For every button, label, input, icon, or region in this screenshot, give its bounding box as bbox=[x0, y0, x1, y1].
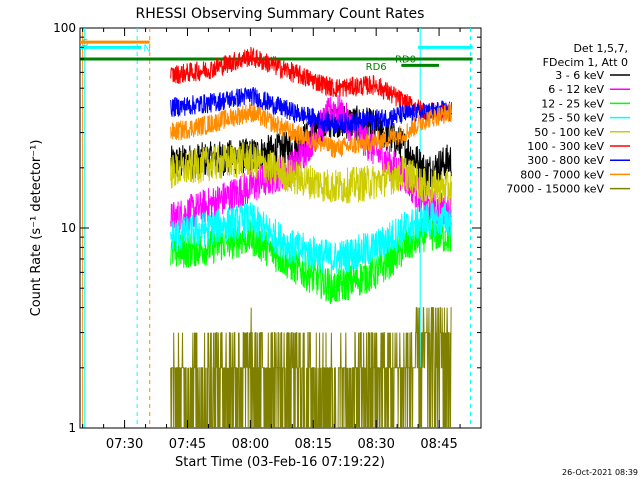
x-tick-label: 07:30 bbox=[106, 437, 143, 452]
x-tick-label: 08:15 bbox=[295, 437, 332, 452]
legend-title-1: Det 1,5,7, bbox=[573, 42, 628, 55]
legend-entry: 3 - 6 keV bbox=[555, 69, 604, 82]
plot-area: S N RD6 RD0 bbox=[80, 28, 473, 428]
legend-title-2: FDecim 1, Att 0 bbox=[543, 56, 628, 69]
x-tick-label: 08:45 bbox=[420, 437, 457, 452]
legend-entry: 6 - 12 keV bbox=[548, 83, 604, 96]
legend-entry: 800 - 7000 keV bbox=[520, 168, 604, 181]
x-axis: 07:30 07:45 08:00 08:15 08:30 08:45 bbox=[82, 28, 482, 452]
legend-entry: 50 - 100 keV bbox=[534, 126, 604, 139]
series-line-3 bbox=[170, 201, 452, 276]
x-axis-label: Start Time (03-Feb-16 07:19:22) bbox=[175, 455, 385, 470]
legend-entry: 7000 - 15000 keV bbox=[506, 183, 604, 196]
x-tick-label: 07:45 bbox=[169, 437, 206, 452]
y-tick-label: 10 bbox=[61, 221, 76, 235]
legend-entry: 12 - 25 keV bbox=[541, 97, 604, 110]
series-line-6 bbox=[170, 86, 452, 134]
series-line-7 bbox=[170, 102, 452, 159]
legend-entry: 25 - 50 keV bbox=[541, 112, 604, 125]
series-line-1 bbox=[170, 95, 452, 235]
y-tick-label: 1 bbox=[68, 421, 76, 435]
legend-entry: 100 - 300 keV bbox=[527, 140, 604, 153]
series-line-8 bbox=[170, 307, 452, 428]
x-tick-label: 08:00 bbox=[232, 437, 269, 452]
legend-entry: 300 - 800 keV bbox=[527, 154, 604, 167]
y-axis: 1 10 100 bbox=[53, 21, 481, 435]
chart-title: RHESSI Observing Summary Count Rates bbox=[136, 6, 425, 22]
flag-label: N bbox=[143, 43, 150, 54]
x-tick-label: 08:30 bbox=[357, 437, 394, 452]
flag-label: RD6 bbox=[366, 62, 387, 73]
y-tick-label: 100 bbox=[53, 21, 76, 35]
flag-label: RD0 bbox=[395, 54, 416, 65]
series-line-4 bbox=[170, 141, 452, 205]
flag-label: S bbox=[82, 38, 88, 49]
series-line-5 bbox=[170, 46, 452, 123]
y-axis-label: Count Rate (s⁻¹ detector⁻¹) bbox=[29, 140, 44, 317]
timestamp: 26-Oct-2021 08:39 bbox=[562, 468, 638, 477]
